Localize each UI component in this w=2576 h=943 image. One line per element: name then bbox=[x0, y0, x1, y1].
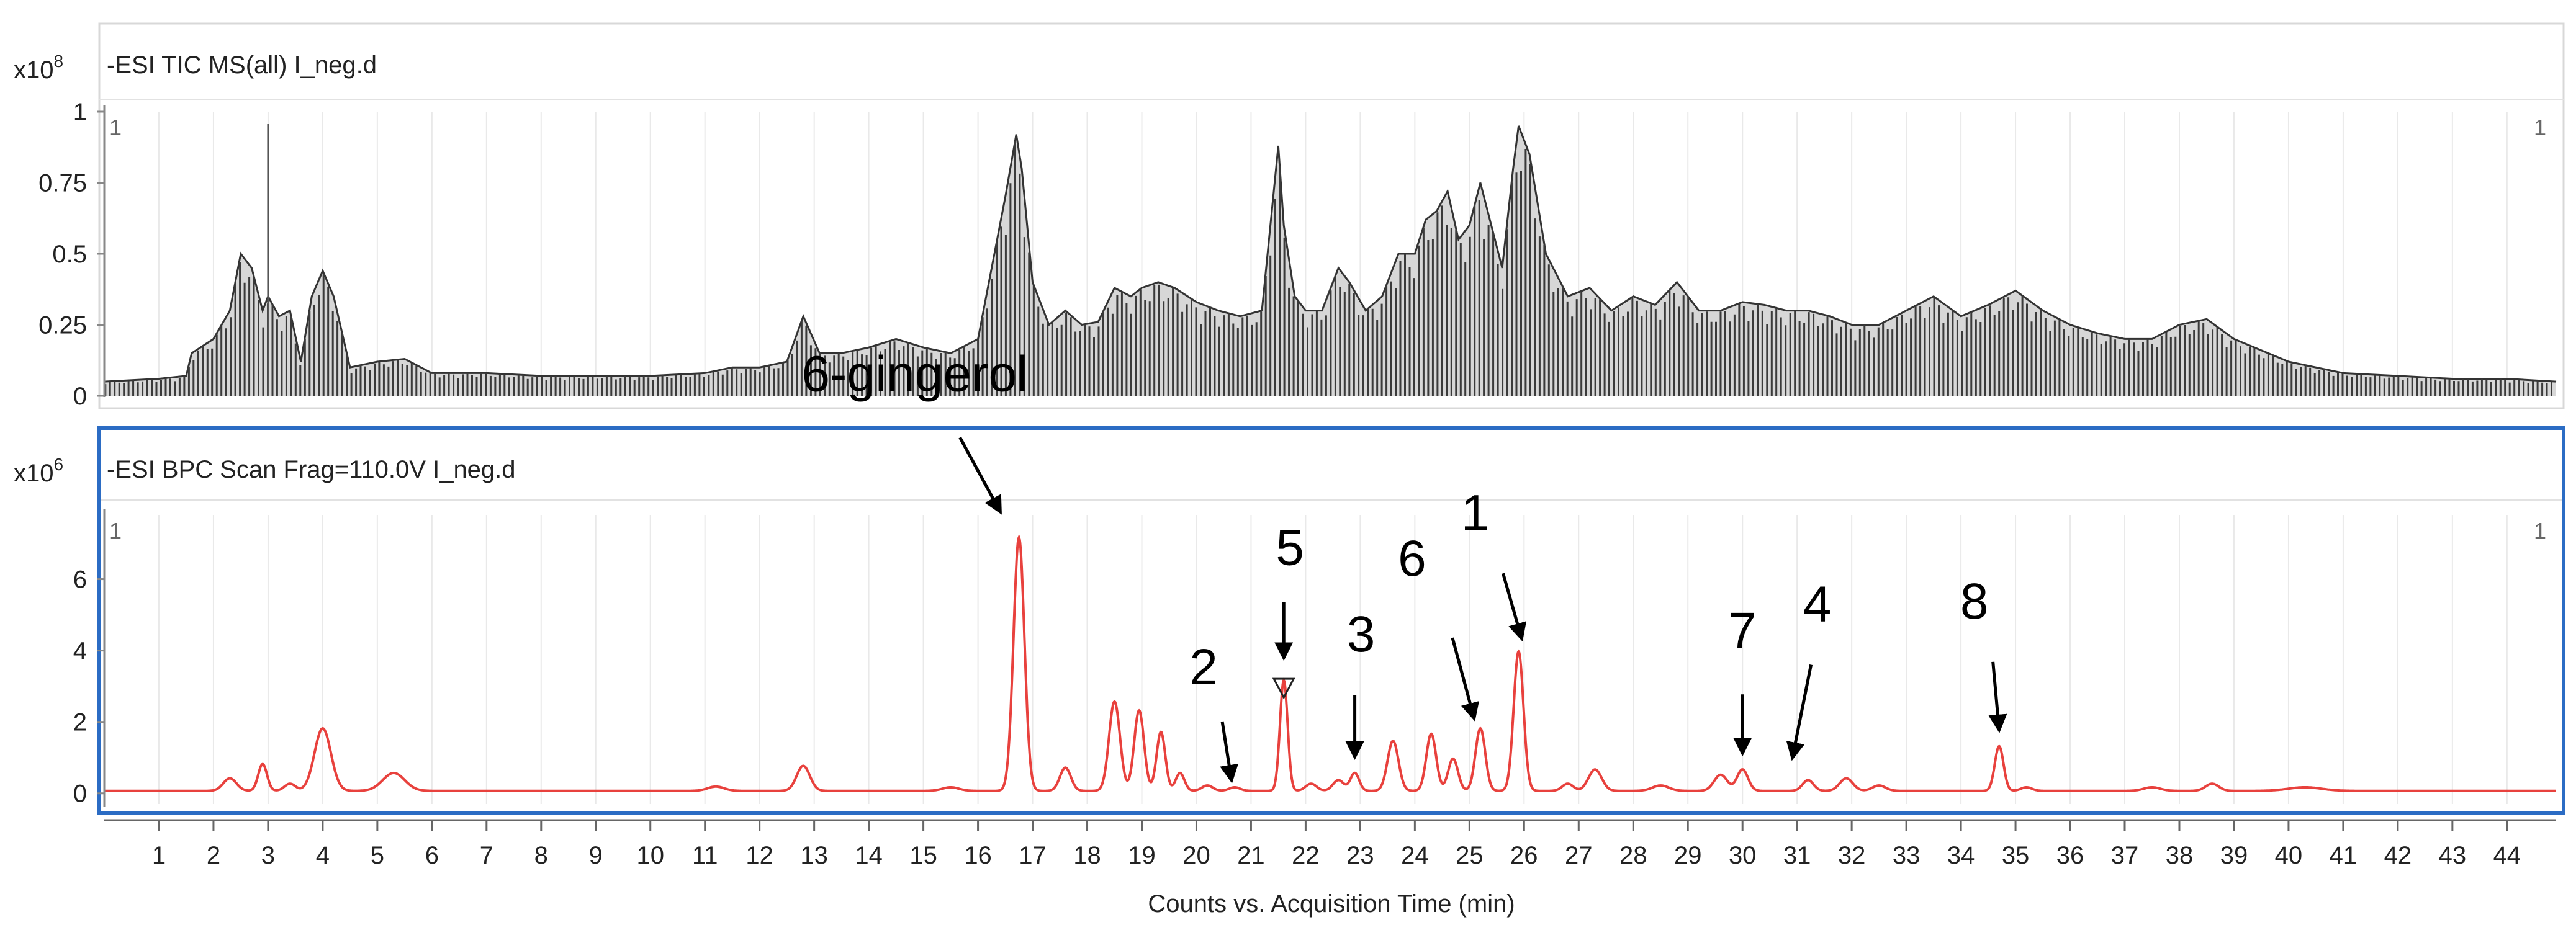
x-tick-label: 29 bbox=[1674, 842, 1702, 869]
x-tick-label: 32 bbox=[1838, 842, 1866, 869]
x-tick-label: 19 bbox=[1128, 842, 1156, 869]
x-tick-label: 17 bbox=[1019, 842, 1047, 869]
x-tick-label: 9 bbox=[589, 842, 603, 869]
x-tick-label: 41 bbox=[2330, 842, 2358, 869]
annotation-arrow bbox=[1786, 664, 1813, 761]
x-ticks: 1 2 3 4 5 6 7 8 9 10 11 12 13 14 15 16 17 18 19 20 21 22 23 24 2… bbox=[152, 820, 2521, 869]
x-tick-label: 16 bbox=[964, 842, 992, 869]
tic-line bbox=[104, 125, 2557, 383]
annotation-label: 6-gingerol bbox=[802, 346, 1029, 402]
x-tick-label: 40 bbox=[2275, 842, 2303, 869]
annotation-label: 8 bbox=[1960, 573, 1989, 630]
bpc-y-ticks: 0 2 4 6 bbox=[73, 566, 104, 808]
x-tick-label: 13 bbox=[800, 842, 828, 869]
tic-panel-title: -ESI TIC MS(all) I_neg.d bbox=[107, 51, 377, 79]
x-tick-label: 1 bbox=[152, 842, 166, 869]
tic-marker-left: 1 bbox=[109, 115, 122, 140]
bpc-ytick-label: 0 bbox=[73, 780, 87, 808]
x-tick-label: 26 bbox=[1510, 842, 1538, 869]
tic-scale-label: x108 bbox=[14, 51, 63, 84]
x-tick-label: 28 bbox=[1619, 842, 1647, 869]
x-tick-label: 42 bbox=[2384, 842, 2412, 869]
annotation-label: 6 bbox=[1398, 530, 1426, 587]
bpc-line bbox=[104, 534, 2556, 792]
tic-ytick-label: 0.5 bbox=[52, 241, 87, 268]
bpc-panel: -ESI BPC Scan Frag=110.0V I_neg.d x106 0… bbox=[14, 346, 2565, 815]
tic-gridlines bbox=[158, 112, 2508, 396]
annotation-label: 4 bbox=[1803, 576, 1832, 632]
annotation-arrow bbox=[1451, 637, 1479, 722]
x-tick-label: 30 bbox=[1729, 842, 1757, 869]
x-tick-label: 27 bbox=[1565, 842, 1593, 869]
x-tick-label: 4 bbox=[316, 842, 330, 869]
x-tick-label: 5 bbox=[371, 842, 384, 869]
x-tick-label: 31 bbox=[1783, 842, 1811, 869]
x-tick-label: 7 bbox=[480, 842, 493, 869]
x-axis-label: Counts vs. Acquisition Time (min) bbox=[1148, 890, 1515, 918]
x-tick-label: 23 bbox=[1346, 842, 1374, 869]
bpc-triangle-marker bbox=[1272, 677, 1295, 700]
x-tick-label: 44 bbox=[2493, 842, 2521, 869]
bpc-panel-title: -ESI BPC Scan Frag=110.0V I_neg.d bbox=[107, 456, 516, 483]
x-tick-label: 24 bbox=[1401, 842, 1429, 869]
tic-ytick-label: 0.75 bbox=[38, 170, 87, 197]
bpc-annotations: 6-gingerol 5 2 361 7 4 8 bbox=[802, 346, 2007, 784]
x-tick-label: 15 bbox=[909, 842, 937, 869]
bpc-ytick-label: 4 bbox=[73, 638, 87, 665]
x-tick-label: 21 bbox=[1237, 842, 1265, 869]
annotation-label: 7 bbox=[1728, 602, 1757, 659]
x-tick-label: 34 bbox=[1947, 842, 1975, 869]
x-tick-label: 2 bbox=[207, 842, 220, 869]
x-tick-label: 11 bbox=[692, 842, 718, 869]
x-tick-label: 36 bbox=[2056, 842, 2084, 869]
bpc-series bbox=[104, 534, 2556, 792]
x-tick-label: 35 bbox=[2002, 842, 2030, 869]
x-tick-label: 43 bbox=[2439, 842, 2467, 869]
bpc-ytick-label: 6 bbox=[73, 566, 87, 594]
bpc-ytick-label: 2 bbox=[73, 709, 87, 736]
x-tick-label: 14 bbox=[855, 842, 883, 869]
tic-panel: -ESI TIC MS(all) I_neg.d x108 0 0.25 0.5 0.… bbox=[14, 22, 2565, 410]
x-tick-label: 3 bbox=[261, 842, 275, 869]
x-tick-label: 6 bbox=[425, 842, 439, 869]
x-tick-label: 33 bbox=[1893, 842, 1921, 869]
tic-y-ticks: 0 0.25 0.5 0.75 1 bbox=[38, 99, 104, 410]
annotation-arrow bbox=[1988, 661, 2007, 733]
bpc-marker-right: 1 bbox=[2534, 518, 2546, 543]
x-tick-label: 20 bbox=[1182, 842, 1210, 869]
x-axis: 1 2 3 4 5 6 7 8 9 10 11 12 13 14 15 16 17 18 19 20 21 22 23 24 2… bbox=[104, 819, 2556, 918]
tic-hatching bbox=[104, 140, 2552, 396]
x-tick-label: 25 bbox=[1456, 842, 1484, 869]
annotation-label: 5 bbox=[1276, 519, 1304, 576]
tic-marker-right: 1 bbox=[2534, 115, 2546, 140]
x-tick-label: 39 bbox=[2220, 842, 2248, 869]
x-tick-label: 12 bbox=[745, 842, 773, 869]
tic-ytick-label: 0 bbox=[73, 383, 87, 410]
x-tick-label: 10 bbox=[636, 842, 664, 869]
annotation-arrow bbox=[1502, 573, 1527, 642]
annotation-label: 2 bbox=[1189, 639, 1218, 695]
annotation-arrow bbox=[1220, 721, 1238, 784]
bpc-marker-left: 1 bbox=[109, 518, 122, 543]
annotation-arrow bbox=[958, 437, 1002, 515]
bpc-gridlines bbox=[158, 515, 2508, 804]
tic-ytick-label: 1 bbox=[73, 99, 87, 126]
bpc-scale-label: x106 bbox=[14, 455, 63, 487]
tic-series bbox=[104, 124, 2557, 396]
x-tick-label: 37 bbox=[2111, 842, 2139, 869]
annotation-label: 1 bbox=[1461, 485, 1490, 541]
annotation-label: 3 bbox=[1347, 606, 1376, 663]
x-tick-label: 22 bbox=[1292, 842, 1320, 869]
bpc-panel-frame bbox=[97, 426, 2565, 815]
x-tick-label: 8 bbox=[534, 842, 548, 869]
tic-ytick-label: 0.25 bbox=[38, 312, 87, 339]
x-tick-label: 18 bbox=[1073, 842, 1101, 869]
x-tick-label: 38 bbox=[2166, 842, 2194, 869]
